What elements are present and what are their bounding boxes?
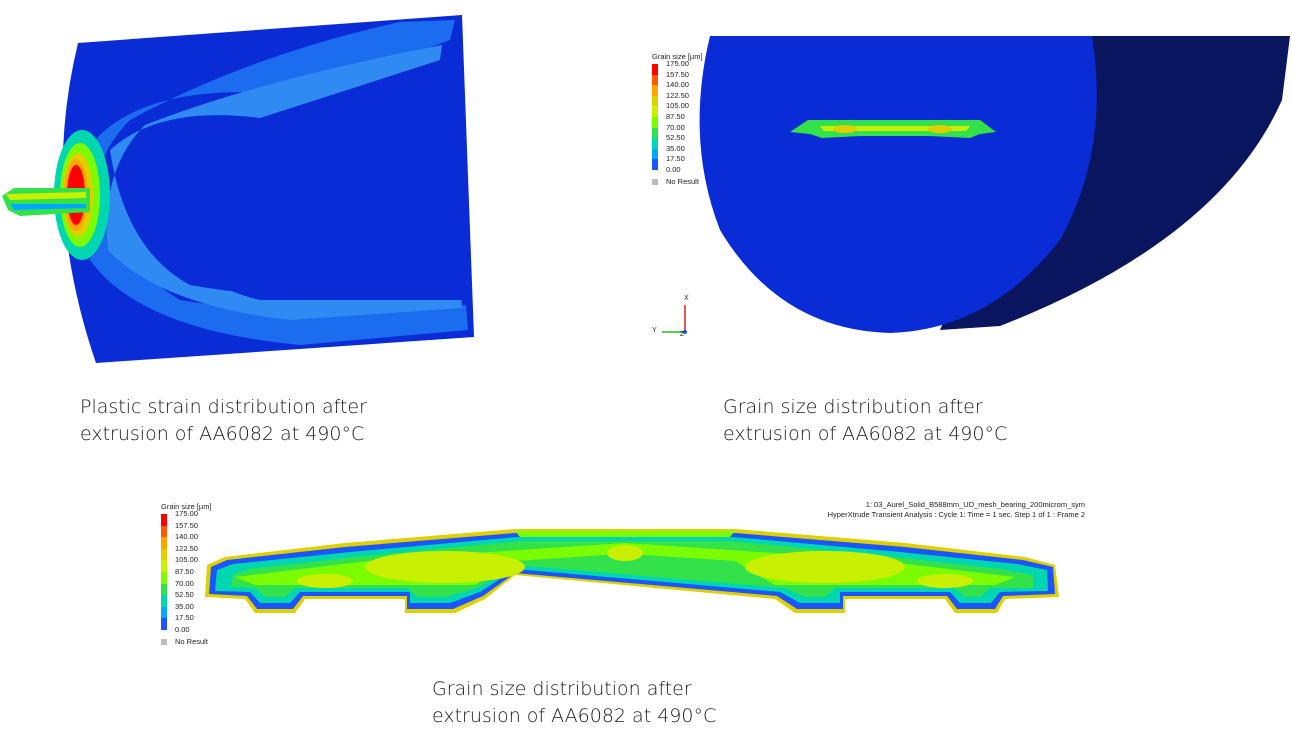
grain-billet-caption: Grain size distribution after extrusion … [723,394,1007,448]
axis-x-label: X [684,295,689,302]
profile-pocket-left [365,551,525,583]
legend-tick-label: 70.00 [666,122,685,132]
legend-tick-label: 87.50 [666,111,685,121]
legend-tick-label: 87.50 [175,566,194,576]
legend-tick-label: 122.50 [175,543,198,553]
legend-tick-label: 70.00 [175,578,194,588]
legend-tick-label: 157.50 [666,69,689,79]
legend-swatch [652,148,658,160]
grain-billet-face [699,36,1097,333]
legend-swatch [161,537,167,549]
grain-billet-caption-line2: extrusion of AA6082 at 490°C [723,423,1008,445]
grain-billet-plot [662,36,1290,334]
legend-swatch [652,95,658,107]
legend-swatch [161,548,167,561]
strain-caption-line2: extrusion of AA6082 at 490°C [80,423,365,445]
legend-swatch [652,106,658,117]
legend-swatch [161,595,167,607]
legend-swatch [161,606,167,619]
grain-profile-legend: Grain size [µm] 175.00 157.50 140.00 122.50… [161,502,212,646]
grain-profile-caption-line1: Grain size distribution after [432,678,692,700]
run-info-line1: 1: 03_Aurel_Solid_B588mm_UD_mesh_bearing… [865,500,1085,509]
legend-no-result: No Result [652,177,703,186]
legend-tick-label: 175.00 [666,59,689,68]
legend-swatch [652,64,658,75]
legend-swatch [652,116,658,128]
legend-swatch [161,571,167,584]
grain-billet-panel: X Y Z Grain size [µm] 175.00 157.50 140.00… [640,30,1292,345]
strain-panel [0,0,490,375]
legend-swatch [161,618,167,630]
strain-contour-plot [2,15,474,363]
strain-band-inner [106,45,462,320]
legend-title: Grain size [µm] [161,502,212,511]
legend-tick-label: 105.00 [175,555,198,565]
legend-no-result: No Result [161,637,212,646]
legend-tick-label: 17.50 [175,613,194,623]
grain-billet-caption-line1: Grain size distribution after [723,396,983,418]
legend-tick-label: 35.00 [175,601,194,611]
strain-extrudate [2,188,90,216]
legend-swatch [652,85,658,96]
legend-swatch [652,127,658,139]
grain-profile-caption: Grain size distribution after extrusion … [432,676,716,730]
legend-tick-label: 0.00 [175,624,190,634]
legend-tick-label: 175.00 [175,509,198,518]
legend-tick-label: 122.50 [666,90,689,100]
legend-swatch [652,159,658,170]
profile-pocket-right [745,551,905,583]
legend-swatch [161,583,167,596]
grain-billet-legend: Grain size [µm] 175.00 157.50 140.00 122.50… [652,52,703,186]
legend-colorbar [652,64,658,170]
run-info: 1: 03_Aurel_Solid_B588mm_UD_mesh_bearing… [828,500,1085,520]
legend-tick-label: 157.50 [175,520,198,530]
legend-colorbar [161,514,167,630]
legend-title: Grain size [µm] [652,52,703,61]
grain-profile-plot [205,529,1059,613]
legend-tick-label: 0.00 [666,164,681,174]
legend-tick-label: 52.50 [666,133,685,143]
strain-caption: Plastic strain distribution after extrus… [80,394,367,448]
grain-profile-panel: Grain size [µm] 175.00 157.50 140.00 122.50… [155,495,1095,655]
legend-swatch [161,514,167,526]
legend-swatch [161,560,167,572]
legend-tick-label: 140.00 [666,80,689,90]
legend-swatch [652,74,658,86]
legend-tick-label: 140.00 [175,532,198,542]
legend-tick-label: 105.00 [666,101,689,111]
strain-caption-line1: Plastic strain distribution after [80,396,367,418]
legend-swatch [161,525,167,538]
run-info-line2: HyperXtrude Transient Analysis : Cycle 1… [827,510,1085,519]
axis-z-label: Z [680,331,685,338]
axis-triad [662,305,687,334]
grain-profile-caption-line2: extrusion of AA6082 at 490°C [432,705,717,727]
axis-y-label: Y [652,327,657,334]
legend-tick-label: 17.50 [666,154,685,164]
legend-tick-label: 52.50 [175,590,194,600]
legend-swatch [652,138,658,149]
legend-tick-label: 35.00 [666,143,685,153]
